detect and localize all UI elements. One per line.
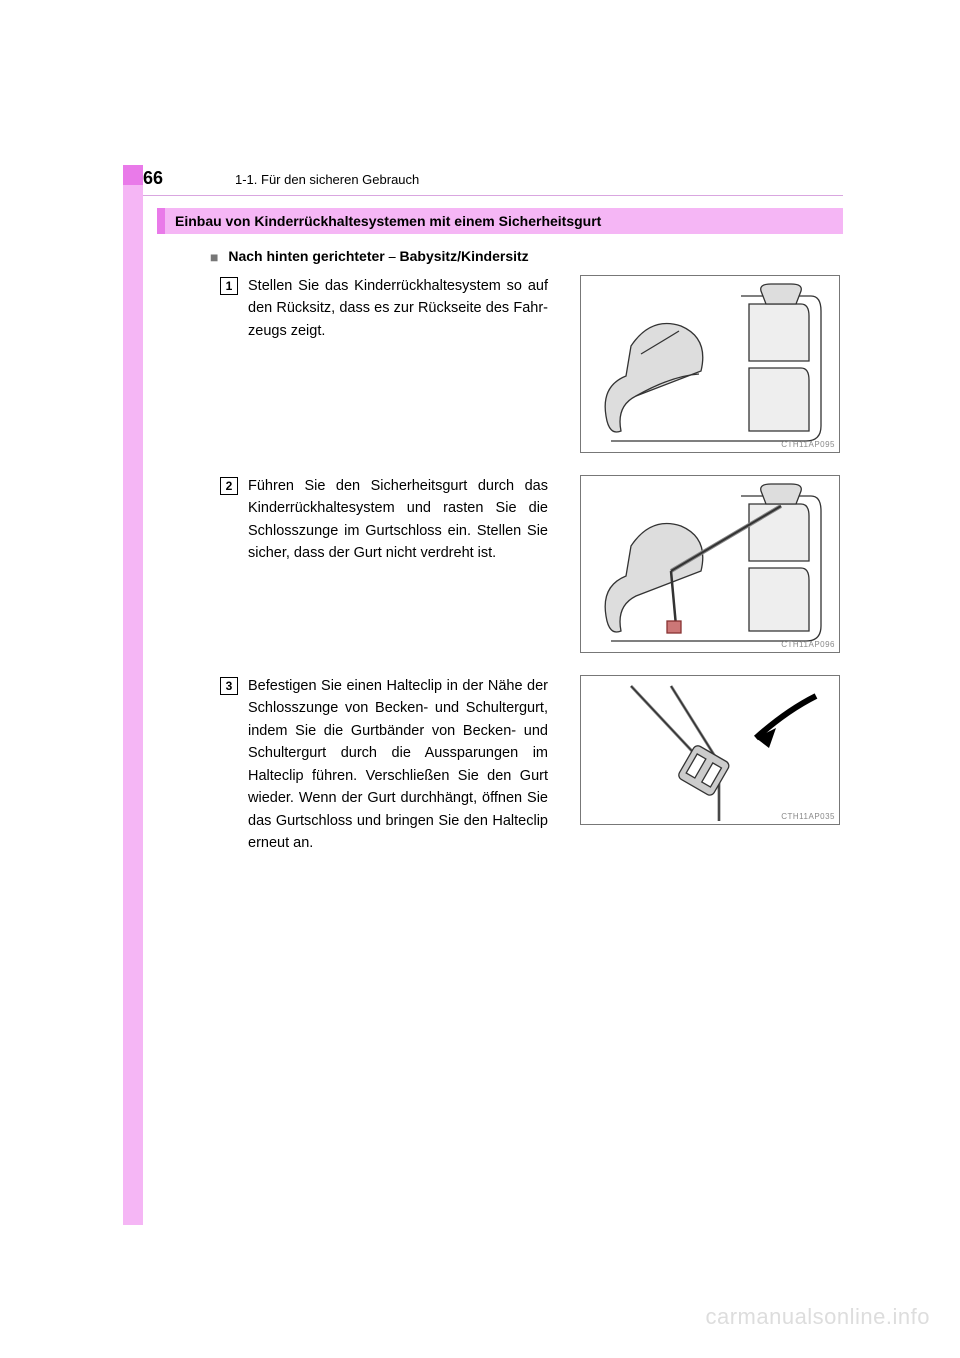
- section-path: 1-1. Für den sicheren Gebrauch: [235, 172, 419, 187]
- seat-illustration-icon: [581, 276, 841, 454]
- seatbelt-illustration-icon: [581, 476, 841, 654]
- watermark-text: carmanualsonline.info: [705, 1304, 930, 1330]
- step-number-box: 1: [220, 277, 238, 295]
- step-2: 2 Führen Sie den Sicherheitsgurt durch d…: [220, 475, 840, 653]
- heading-accent: [157, 208, 165, 234]
- sub-heading: ■ Nach hinten gerichteter ⎯ Babysitz/Kin…: [210, 248, 529, 265]
- step-text: Führen Sie den Sicherheitsgurt durch das…: [248, 475, 548, 565]
- side-tab-marker: [123, 165, 143, 185]
- section-heading-text: Einbau von Kinderrückhaltesystemen mit e…: [175, 213, 601, 229]
- section-heading: Einbau von Kinderrückhaltesystemen mit e…: [165, 208, 843, 234]
- manual-page: 66 1-1. Für den sicheren Gebrauch Einbau…: [0, 0, 960, 1358]
- sub-heading-prefix: Nach hinten gerichteter: [228, 248, 384, 264]
- illustration-belt-clip: CTH11AP035: [580, 675, 840, 825]
- figure-code: CTH11AP035: [781, 812, 835, 821]
- figure-code: CTH11AP095: [781, 440, 835, 449]
- figure-code: CTH11AP096: [781, 640, 835, 649]
- sub-heading-suffix: Babysitz/Kindersitz: [400, 248, 529, 264]
- header-rule: [143, 195, 843, 196]
- square-bullet-icon: ■: [210, 249, 218, 265]
- illustration-seatbelt-through: CTH11AP096: [580, 475, 840, 653]
- step-1: 1 Stellen Sie das Kinderrückhalte­system…: [220, 275, 840, 453]
- step-number-box: 3: [220, 677, 238, 695]
- page-number: 66: [143, 168, 163, 189]
- clip-illustration-icon: [581, 676, 841, 826]
- step-text: Stellen Sie das Kinderrückhalte­system s…: [248, 275, 548, 342]
- illustration-seat-rear-facing: CTH11AP095: [580, 275, 840, 453]
- step-text: Befestigen Sie einen Halteclip in der Nä…: [248, 675, 548, 855]
- steps-container: 1 Stellen Sie das Kinderrückhalte­system…: [220, 275, 840, 877]
- step-number-box: 2: [220, 477, 238, 495]
- sub-heading-sep: ⎯: [385, 248, 400, 264]
- step-3: 3 Befestigen Sie einen Halteclip in der …: [220, 675, 840, 855]
- side-tab: [123, 165, 143, 1225]
